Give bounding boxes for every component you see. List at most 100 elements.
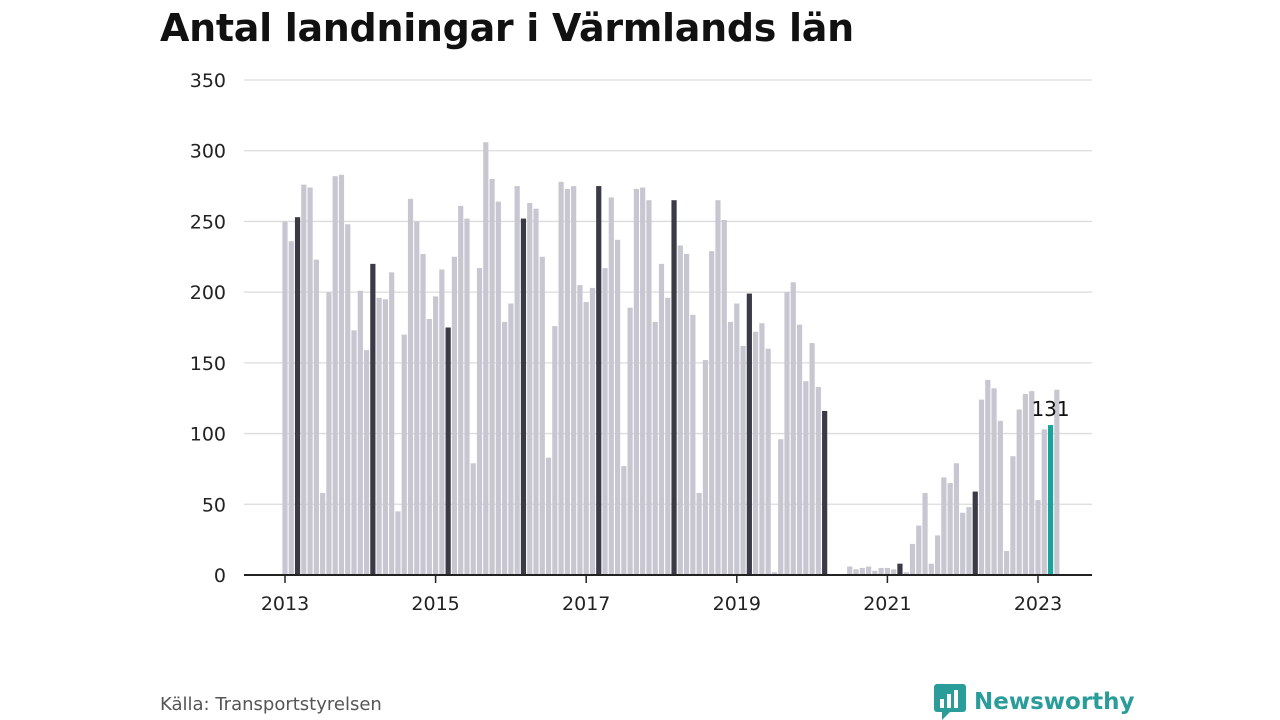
bar-2022-06 [991,388,997,575]
bar-2018-09 [709,251,715,575]
bar-2017-08 [627,307,633,575]
bar-2021-05 [909,543,916,575]
bar-2022-08 [1004,550,1010,575]
labels: 0 50 100 150 200 250 300 350 2013 2015 2017 2019 202… [190,70,1070,615]
bar-2020-11 [872,570,878,575]
bar-2015-02 [439,269,445,575]
newsworthy-logo-icon [934,684,966,720]
bar-2016-02 [514,186,520,575]
bar-2022-01 [960,512,966,575]
bar-2019-05 [759,323,765,575]
bar-2015-07 [470,463,476,575]
bar-chart: 0 50 100 150 200 250 300 350 2013 2015 2017 2019 202… [190,70,1092,615]
bar-2022-03 [972,491,978,575]
bar-2019-07 [771,572,778,575]
bar-2015-04 [451,256,458,575]
x-tick-label: 2015 [411,593,459,615]
bar-2013-09 [332,176,338,576]
x-tick-label: 2019 [713,593,761,615]
bar-2020-10 [865,566,872,575]
bar-2020-09 [859,567,865,575]
bar-2018-10 [715,200,721,575]
y-tick-label: 350 [190,70,226,92]
bar-2018-06 [690,314,696,575]
bar-2016-08 [552,326,558,575]
bar-2013-06 [313,259,319,575]
bar-2015-09 [483,142,489,576]
bar-2019-09 [784,292,790,575]
bar-2014-02 [363,350,370,575]
bar-2022-09 [1010,456,1016,575]
bar-2014-06 [389,272,395,575]
bar-2013-03 [294,217,301,575]
bar-2023-02 [1041,429,1047,575]
bar-2017-06 [614,239,621,575]
x-tick-label: 2023 [1014,593,1062,615]
bar-2014-09 [407,198,414,576]
bar-2016-01 [508,303,514,575]
bar-2020-01 [809,343,815,575]
bar-2013-02 [288,241,294,576]
x-tick-label: 2013 [261,593,309,615]
bar-2021-09 [935,535,941,575]
bar-2016-07 [545,457,552,575]
bar-2015-12 [502,321,508,575]
y-tick-label: 0 [214,565,226,587]
bar-2018-08 [702,360,709,575]
y-tick-label: 300 [190,141,226,163]
bar-2014-07 [395,511,401,575]
bar-undefined [1054,389,1060,575]
bar-2022-02 [966,507,972,575]
bar-2015-10 [489,179,495,575]
bar-2017-03 [596,186,602,575]
bar-2013-10 [338,174,345,575]
bar-2016-04 [527,203,533,576]
bar-2017-07 [621,466,627,575]
bar-2017-10 [640,187,646,576]
bar-2013-01 [282,221,288,575]
bar-2013-05 [307,187,313,576]
bar-2016-09 [558,181,564,575]
bar-2015-08 [476,268,483,575]
bar-2019-01 [734,303,740,575]
bar-2022-10 [1016,409,1022,575]
bar-2014-10 [414,221,420,575]
bar-2020-08 [853,569,859,575]
bar-2021-11 [947,483,953,575]
bar-2021-04 [903,572,909,575]
bar-2013-08 [326,292,332,575]
y-tick-label: 250 [190,211,226,233]
bar-2019-11 [796,324,803,575]
bar-2020-07 [847,566,853,575]
bar-2015-03 [445,327,451,575]
bar-2022-07 [997,420,1003,575]
bar-2014-11 [420,253,426,575]
bar-2018-03 [671,200,677,575]
bar-2015-11 [495,201,501,575]
y-tick-label: 50 [202,494,226,516]
bar-2014-04 [376,297,382,575]
bar-2014-12 [426,319,432,575]
bar-2016-11 [571,186,577,575]
bar-2021-06 [916,525,922,575]
bar-2017-02 [589,287,596,575]
bar-2013-12 [351,330,357,575]
bar-2019-12 [803,381,809,575]
y-tick-label: 200 [190,282,226,304]
bar-2023-03 [1047,425,1054,575]
brand-name: Newsworthy [974,689,1135,715]
bar-2016-03 [520,218,527,575]
bar-2017-11 [646,200,652,575]
bar-2015-01 [433,296,439,575]
bar-2016-10 [564,188,570,575]
axes [244,574,1092,583]
bar-2021-08 [928,563,934,575]
bar-2013-04 [301,184,307,575]
bar-2018-05 [684,253,690,575]
chart-title: Antal landningar i Värmlands län [160,6,854,50]
bar-2022-12 [1029,391,1035,575]
bar-2021-10 [941,477,947,575]
bar-2014-08 [401,334,407,575]
bar-2018-02 [665,297,671,575]
bar-2013-11 [345,224,351,575]
